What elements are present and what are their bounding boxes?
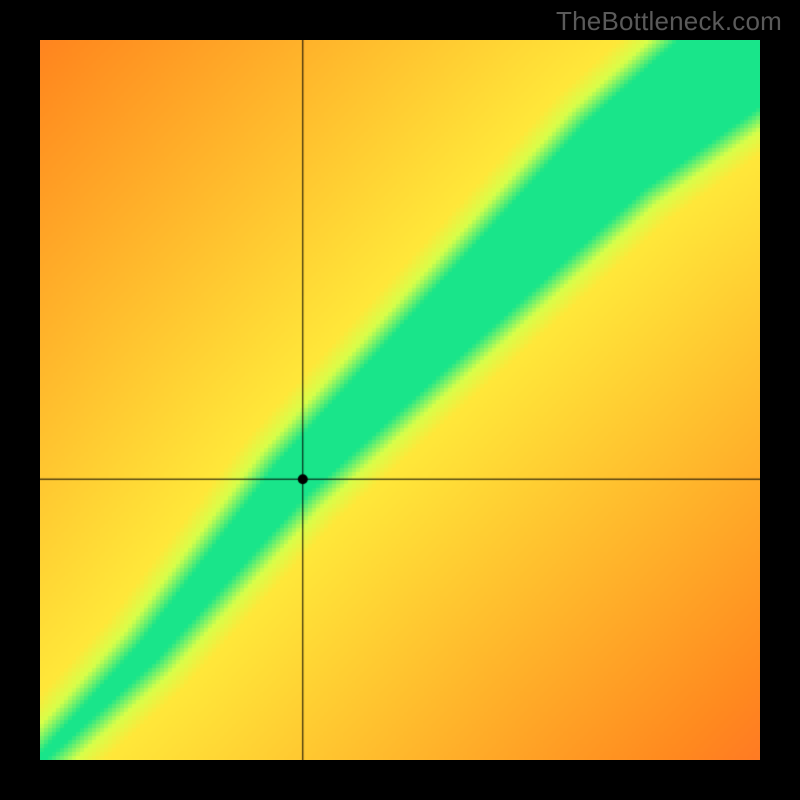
chart-frame: TheBottleneck.com [0, 0, 800, 800]
bottleneck-heatmap [40, 40, 760, 760]
watermark-text: TheBottleneck.com [556, 6, 782, 37]
